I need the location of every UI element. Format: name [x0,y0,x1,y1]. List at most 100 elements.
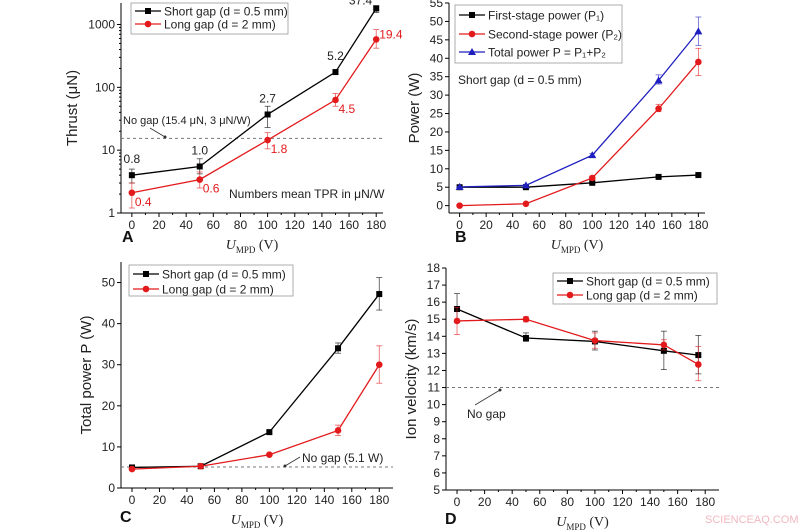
y-tick-label: 1 [108,206,115,220]
y-tick-label: 1000 [88,18,115,32]
data-point-square [143,271,149,277]
data-point-square [335,345,342,352]
series-1: 0.4 0.6 1.8 4.5 19.4 [128,27,403,209]
annotation-arrow [474,389,501,406]
series-1 [456,47,702,209]
data-label: 37.4 [349,0,373,7]
x-axis-title-sub: MPD [236,245,256,255]
series-0 [454,293,702,375]
legend-box [552,272,718,305]
x-tick-label: 0 [129,493,136,507]
y-tick-label: 16 [427,295,441,309]
data-point-triangle [455,182,464,190]
y-axis-title: Ion velocity (km/s) [403,319,420,440]
x-axis-title-unit: (V) [255,238,278,253]
y-tick-label: 6 [433,466,440,480]
data-point-square [695,172,702,179]
x-axis-title-var: U [551,238,562,253]
data-label: 0.6 [203,182,220,196]
x-tick-label: 180 [688,218,708,232]
x-axis-title-var: U [231,513,242,528]
y-tick-label: 18 [427,261,441,275]
y-tick-label: 10 [427,398,441,412]
x-tick-label: 20 [479,218,493,232]
y-tick-label: 15 [430,143,444,157]
data-point-circle [456,202,463,209]
x-tick-label: 40 [506,495,520,509]
x-axis-title-var: U [556,515,567,530]
annotation: No gap [467,407,506,421]
x-axis-title-sub: MPD [241,520,261,530]
x-axis-title: UMPD (V) [556,515,609,530]
legend: First-stage power (P₁) Second-stage power… [454,4,623,64]
y-axis-title: Thrust (μN) [64,70,81,146]
x-tick-label: 140 [640,495,660,509]
y-tick-label: 11 [428,381,441,395]
series-1 [453,306,702,382]
x-tick-label: 20 [478,495,492,509]
data-point-triangle [521,181,530,189]
x-tick-label: 100 [258,218,278,232]
legend-label: Short gap (d = 0.5 mm) [586,275,710,289]
x-tick-label: 40 [180,493,194,507]
chart-panel-d: 0 20 40 60 80 100 120 140 160 180 5 6 7 8 9 10 11 12 13 14 1… [403,261,719,530]
data-point-square [376,291,383,298]
y-tick-label: 25 [430,107,444,121]
data-point-circle [660,341,668,349]
data-point-circle [197,462,204,470]
x-tick-label: 160 [342,493,362,507]
legend-label: First-stage power (P₁) [488,9,604,23]
x-axis-title-var: U [226,238,237,253]
x-tick-label: 140 [314,493,334,507]
data-point-circle [128,189,136,197]
x-tick-label: 100 [582,218,602,232]
annotation-arrow [149,127,166,138]
watermark: SCIENCEAQ.COM [705,514,799,526]
y-tick-label: 40 [102,317,116,331]
x-tick-label: 0 [454,495,461,509]
data-point-circle [372,36,380,43]
data-point-square [522,335,529,342]
y-tick-label: 20 [102,399,116,413]
y-tick-label: 14 [427,329,441,343]
x-axis-title-sub: MPD [561,245,581,255]
data-point-triangle [588,151,597,159]
data-point-square [660,347,667,354]
data-point-circle [468,30,476,38]
data-label: 0.8 [124,152,141,166]
data-point-circle [588,174,596,182]
data-point-circle [522,200,530,208]
legend-box [130,2,289,35]
data-label: 1.8 [271,142,288,156]
x-tick-label: 120 [609,218,629,232]
y-tick-label: 0 [108,481,115,495]
data-point-square [373,5,380,12]
x-tick-label: 60 [207,218,221,232]
series-0: 0.8 1.0 2.7 5.2 37.4 [124,0,380,184]
data-point-square [567,278,573,284]
legend: Short gap (d = 0.5 mm)Long gap (d = 2 mm… [130,2,289,35]
series-2 [455,16,703,190]
data-label: 5.2 [327,49,344,63]
x-tick-label: 0 [129,218,136,232]
x-tick-label: 160 [668,495,688,509]
data-point-circle [264,136,271,144]
series-line [459,174,699,188]
x-tick-label: 80 [234,218,248,232]
data-point-circle [144,20,152,28]
series-0 [128,277,383,471]
y-tick-label: 12 [427,363,441,377]
legend-label: Second-stage power (P₂) [488,28,622,42]
y-tick-label: 50 [102,276,116,290]
data-point-square [264,111,271,118]
y-tick-label: 9 [433,415,440,429]
legend-box [128,264,294,297]
x-tick-label: 160 [662,218,682,232]
data-point-circle [334,427,342,434]
series-0 [456,172,702,191]
annotation: No gap (15.4 μN, 3 μN/W) [123,115,251,127]
x-axis-title-unit: (V) [586,515,609,530]
y-tick-label: 40 [430,51,444,65]
y-tick-label: 8 [433,432,440,446]
y-tick-label: 0 [436,199,443,213]
